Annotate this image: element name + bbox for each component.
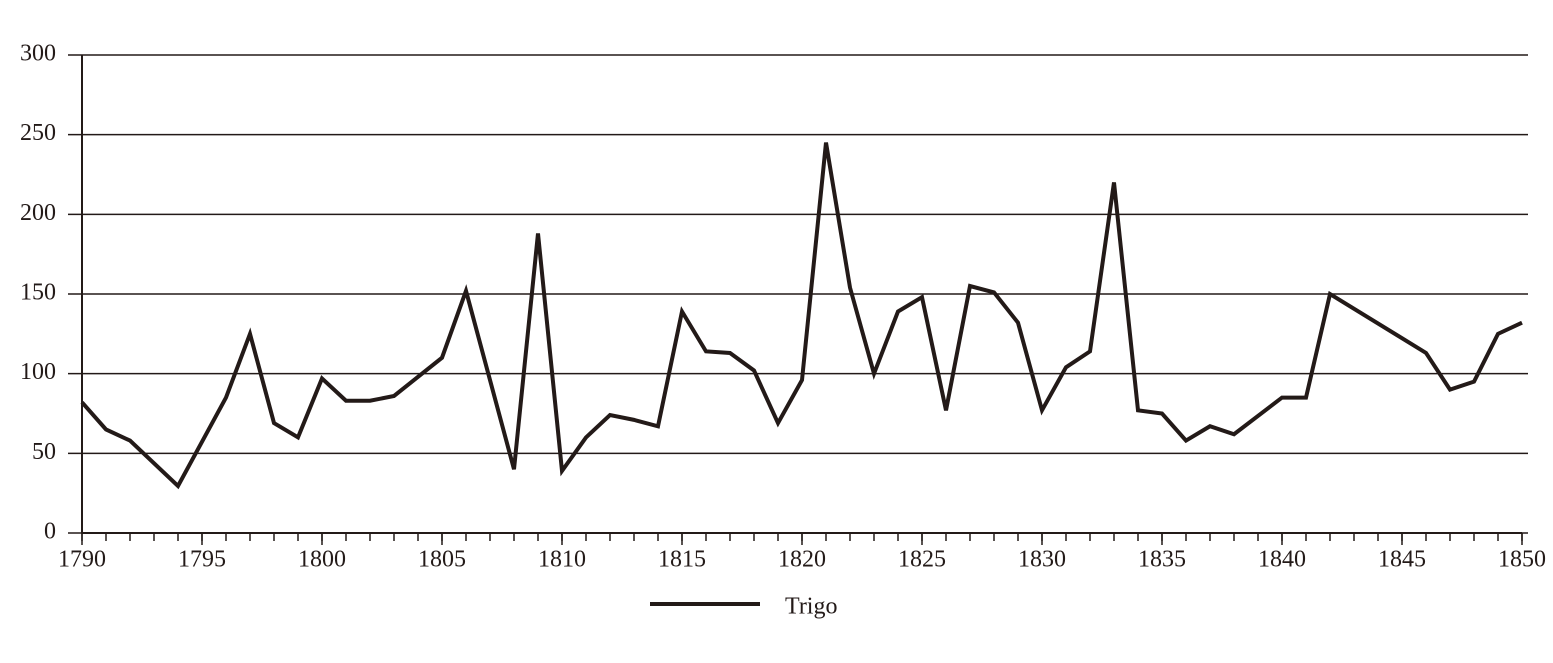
x-tick-label: 1830	[1018, 547, 1066, 573]
y-tick-label: 50	[32, 439, 56, 465]
x-tick-label: 1850	[1498, 547, 1546, 573]
y-tick-label: 300	[20, 41, 56, 67]
x-tick-label: 1815	[658, 547, 706, 573]
x-tick-label: 1845	[1378, 547, 1426, 573]
x-tick-label: 1840	[1258, 547, 1306, 573]
data-line	[80, 142, 1523, 490]
x-tick-label: 1795	[178, 547, 226, 573]
x-tick-label: 1810	[538, 547, 586, 573]
y-tick-label: 200	[20, 200, 56, 226]
x-tick-label: 1820	[778, 547, 826, 573]
x-tick-label: 1825	[898, 547, 946, 573]
y-tick-label: 150	[20, 280, 56, 306]
x-tick-label: 1835	[1138, 547, 1186, 573]
x-tick-label: 1790	[58, 547, 106, 573]
y-tick-label: 250	[20, 120, 56, 146]
y-tick-label: 0	[44, 519, 56, 545]
x-tick-label: 1805	[418, 547, 466, 573]
legend-label: Trigo	[785, 594, 837, 620]
y-tick-label: 100	[20, 359, 56, 385]
x-tick-label: 1800	[298, 547, 346, 573]
